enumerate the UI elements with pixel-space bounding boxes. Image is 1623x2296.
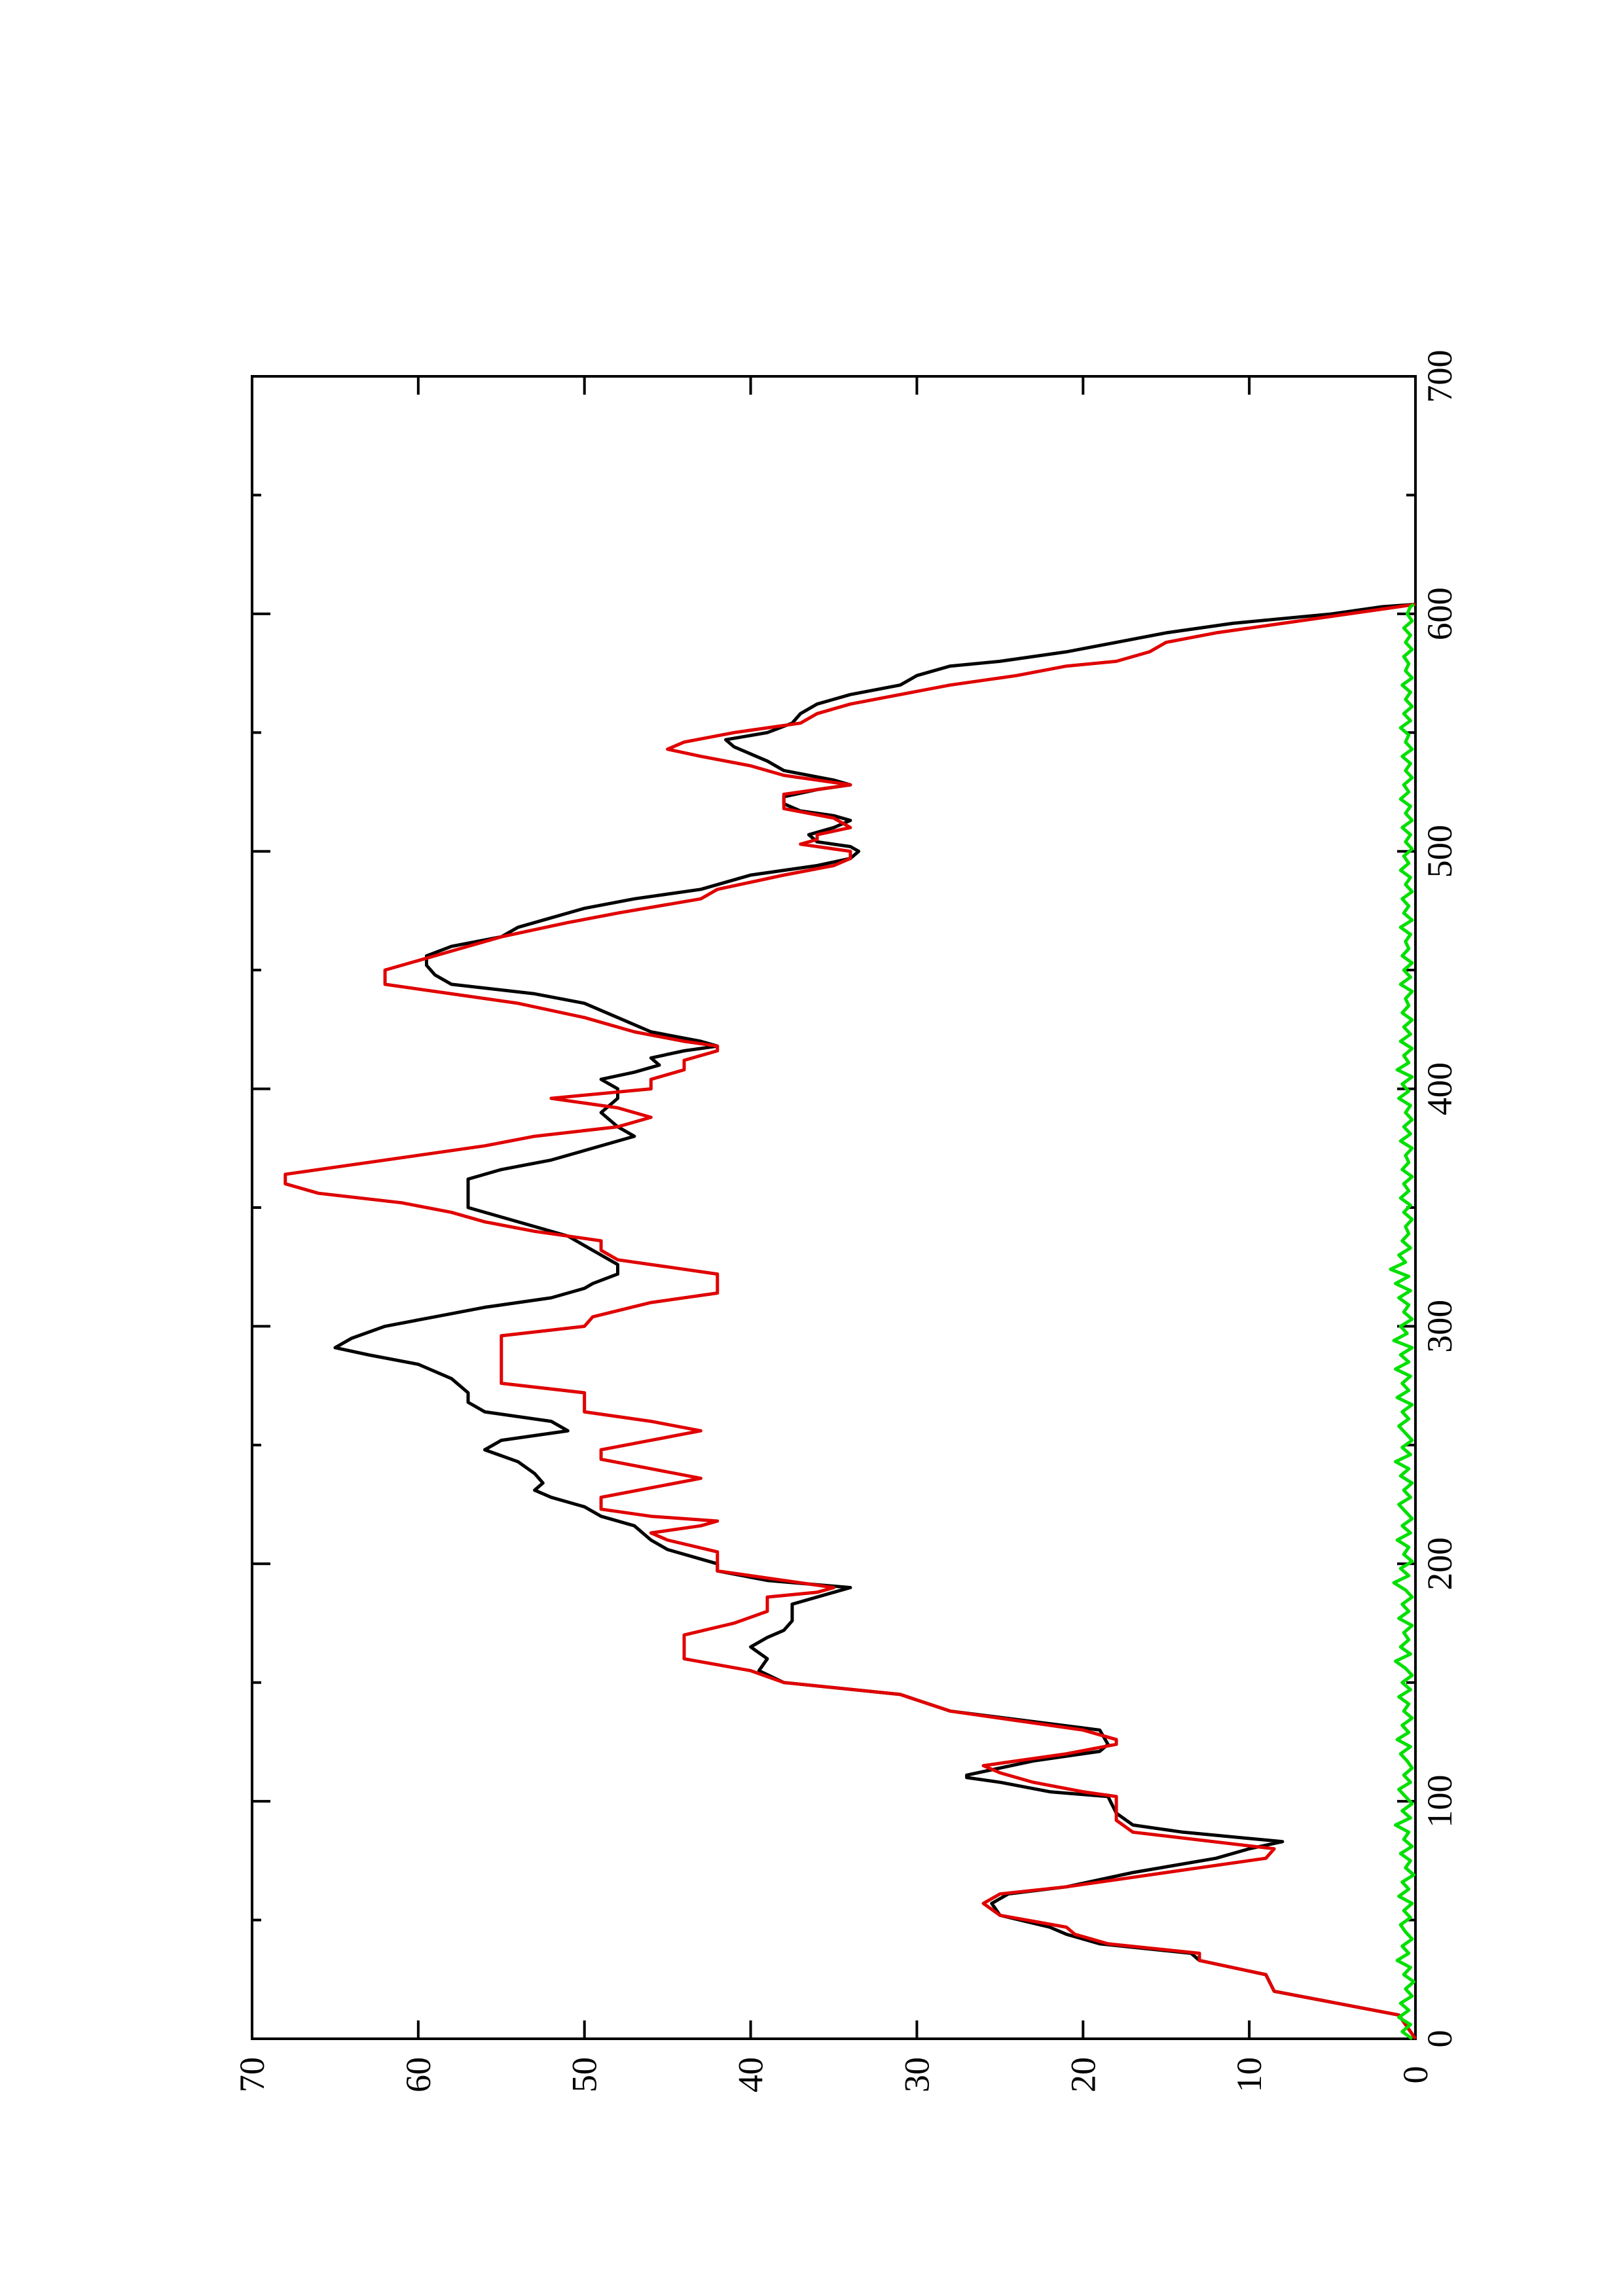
y-tick-label: 0 [1396,2066,1435,2084]
x-tick-label: 100 [1420,1775,1459,1828]
x-tick-label: 600 [1420,587,1459,640]
series-line-1 [333,602,1417,2040]
y-tick-label: 50 [565,2057,604,2092]
tick-labels: 0 100 200 300 400 500 600 700 0 10 20 30 40 50 60 70 [232,350,1459,2093]
tick-marks [251,375,1417,2040]
y-tick-label: 40 [731,2057,771,2092]
x-tick-label: 500 [1420,825,1459,878]
y-tick-label: 70 [232,2057,272,2092]
x-tick-label: 700 [1420,350,1459,403]
x-tick-label: 400 [1420,1062,1459,1115]
x-tick-label: 300 [1420,1300,1459,1353]
y-tick-label: 60 [399,2057,438,2092]
y-tick-label: 30 [897,2057,936,2092]
series-line-3 [1389,603,1415,2041]
series-group [283,602,1417,2041]
x-tick-label: 0 [1420,2030,1459,2048]
series-line-2 [283,602,1417,2040]
x-tick-label: 200 [1420,1537,1459,1590]
y-tick-label: 20 [1063,2057,1103,2092]
y-tick-label: 10 [1230,2057,1269,2092]
